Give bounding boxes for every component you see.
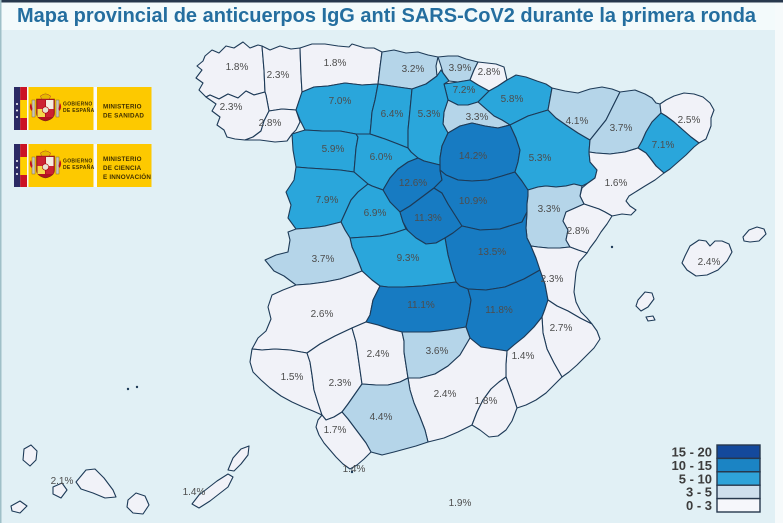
svg-text:7.2%: 7.2% xyxy=(453,85,476,96)
svg-text:4.1%: 4.1% xyxy=(566,116,589,127)
svg-text:11.1%: 11.1% xyxy=(407,300,435,311)
svg-text:4.4%: 4.4% xyxy=(370,412,393,423)
svg-text:2.1%: 2.1% xyxy=(51,476,74,487)
svg-text:2.7%: 2.7% xyxy=(550,323,573,334)
svg-text:DE ESPAÑA: DE ESPAÑA xyxy=(63,107,95,114)
svg-text:11.8%: 11.8% xyxy=(485,305,513,316)
svg-text:1.8%: 1.8% xyxy=(226,62,249,73)
svg-text:1.9%: 1.9% xyxy=(449,498,472,509)
svg-text:7.0%: 7.0% xyxy=(329,96,352,107)
svg-text:7.9%: 7.9% xyxy=(316,195,339,206)
svg-text:3.3%: 3.3% xyxy=(466,112,489,123)
svg-text:12.6%: 12.6% xyxy=(399,178,427,189)
svg-text:2.6%: 2.6% xyxy=(311,309,334,320)
svg-text:2.4%: 2.4% xyxy=(434,389,457,400)
svg-text:DE CIENCIA: DE CIENCIA xyxy=(103,165,142,172)
svg-text:3.6%: 3.6% xyxy=(426,346,449,357)
svg-text:3.3%: 3.3% xyxy=(538,204,561,215)
svg-text:2.8%: 2.8% xyxy=(478,67,501,78)
svg-text:5.3%: 5.3% xyxy=(418,109,441,120)
svg-text:14.2%: 14.2% xyxy=(459,151,487,162)
svg-text:DE SANIDAD: DE SANIDAD xyxy=(103,113,144,120)
svg-text:2.3%: 2.3% xyxy=(329,378,352,389)
svg-text:10 - 15: 10 - 15 xyxy=(672,458,712,473)
svg-text:1.6%: 1.6% xyxy=(605,178,628,189)
svg-text:2.3%: 2.3% xyxy=(267,70,290,81)
svg-text:MINISTERIO: MINISTERIO xyxy=(103,156,142,163)
svg-text:7.1%: 7.1% xyxy=(652,140,675,151)
svg-text:1.4%: 1.4% xyxy=(183,487,206,498)
svg-text:2.4%: 2.4% xyxy=(698,257,721,268)
svg-text:5.9%: 5.9% xyxy=(322,144,345,155)
svg-text:E INNOVACIÓN: E INNOVACIÓN xyxy=(103,172,151,181)
svg-text:1.4%: 1.4% xyxy=(343,464,366,475)
svg-text:2.8%: 2.8% xyxy=(259,118,282,129)
svg-text:2.8%: 2.8% xyxy=(567,226,590,237)
svg-text:5 - 10: 5 - 10 xyxy=(679,471,712,486)
svg-text:10.9%: 10.9% xyxy=(459,196,487,207)
svg-text:2.3%: 2.3% xyxy=(220,102,243,113)
svg-text:1.4%: 1.4% xyxy=(512,351,535,362)
svg-text:6.0%: 6.0% xyxy=(370,152,393,163)
svg-text:DE ESPAÑA: DE ESPAÑA xyxy=(63,164,95,171)
svg-text:0 - 3: 0 - 3 xyxy=(686,498,712,513)
svg-text:1.5%: 1.5% xyxy=(281,372,304,383)
svg-text:1.8%: 1.8% xyxy=(324,58,347,69)
svg-text:6.9%: 6.9% xyxy=(364,208,387,219)
svg-text:2.3%: 2.3% xyxy=(541,274,564,285)
svg-text:3.9%: 3.9% xyxy=(449,63,472,74)
svg-text:5.3%: 5.3% xyxy=(529,153,552,164)
svg-text:3.2%: 3.2% xyxy=(402,64,425,75)
svg-text:2.5%: 2.5% xyxy=(678,115,701,126)
svg-text:GOBIERNO: GOBIERNO xyxy=(63,102,93,108)
svg-text:GOBIERNO: GOBIERNO xyxy=(63,159,93,165)
svg-text:1.8%: 1.8% xyxy=(475,396,498,407)
svg-text:3.7%: 3.7% xyxy=(610,123,633,134)
svg-text:9.3%: 9.3% xyxy=(397,253,420,264)
svg-text:13.5%: 13.5% xyxy=(478,247,506,258)
svg-text:6.4%: 6.4% xyxy=(381,109,404,120)
svg-text:MINISTERIO: MINISTERIO xyxy=(103,104,142,111)
svg-text:Mapa provincial de anticuerpos: Mapa provincial de anticuerpos IgG anti … xyxy=(17,5,757,27)
svg-text:3 - 5: 3 - 5 xyxy=(686,485,712,500)
svg-text:11.3%: 11.3% xyxy=(414,213,442,224)
svg-text:15 - 20: 15 - 20 xyxy=(672,445,712,460)
svg-text:2.4%: 2.4% xyxy=(367,349,390,360)
svg-text:5.8%: 5.8% xyxy=(501,94,524,105)
svg-text:3.7%: 3.7% xyxy=(312,254,335,265)
svg-text:1.7%: 1.7% xyxy=(324,425,347,436)
